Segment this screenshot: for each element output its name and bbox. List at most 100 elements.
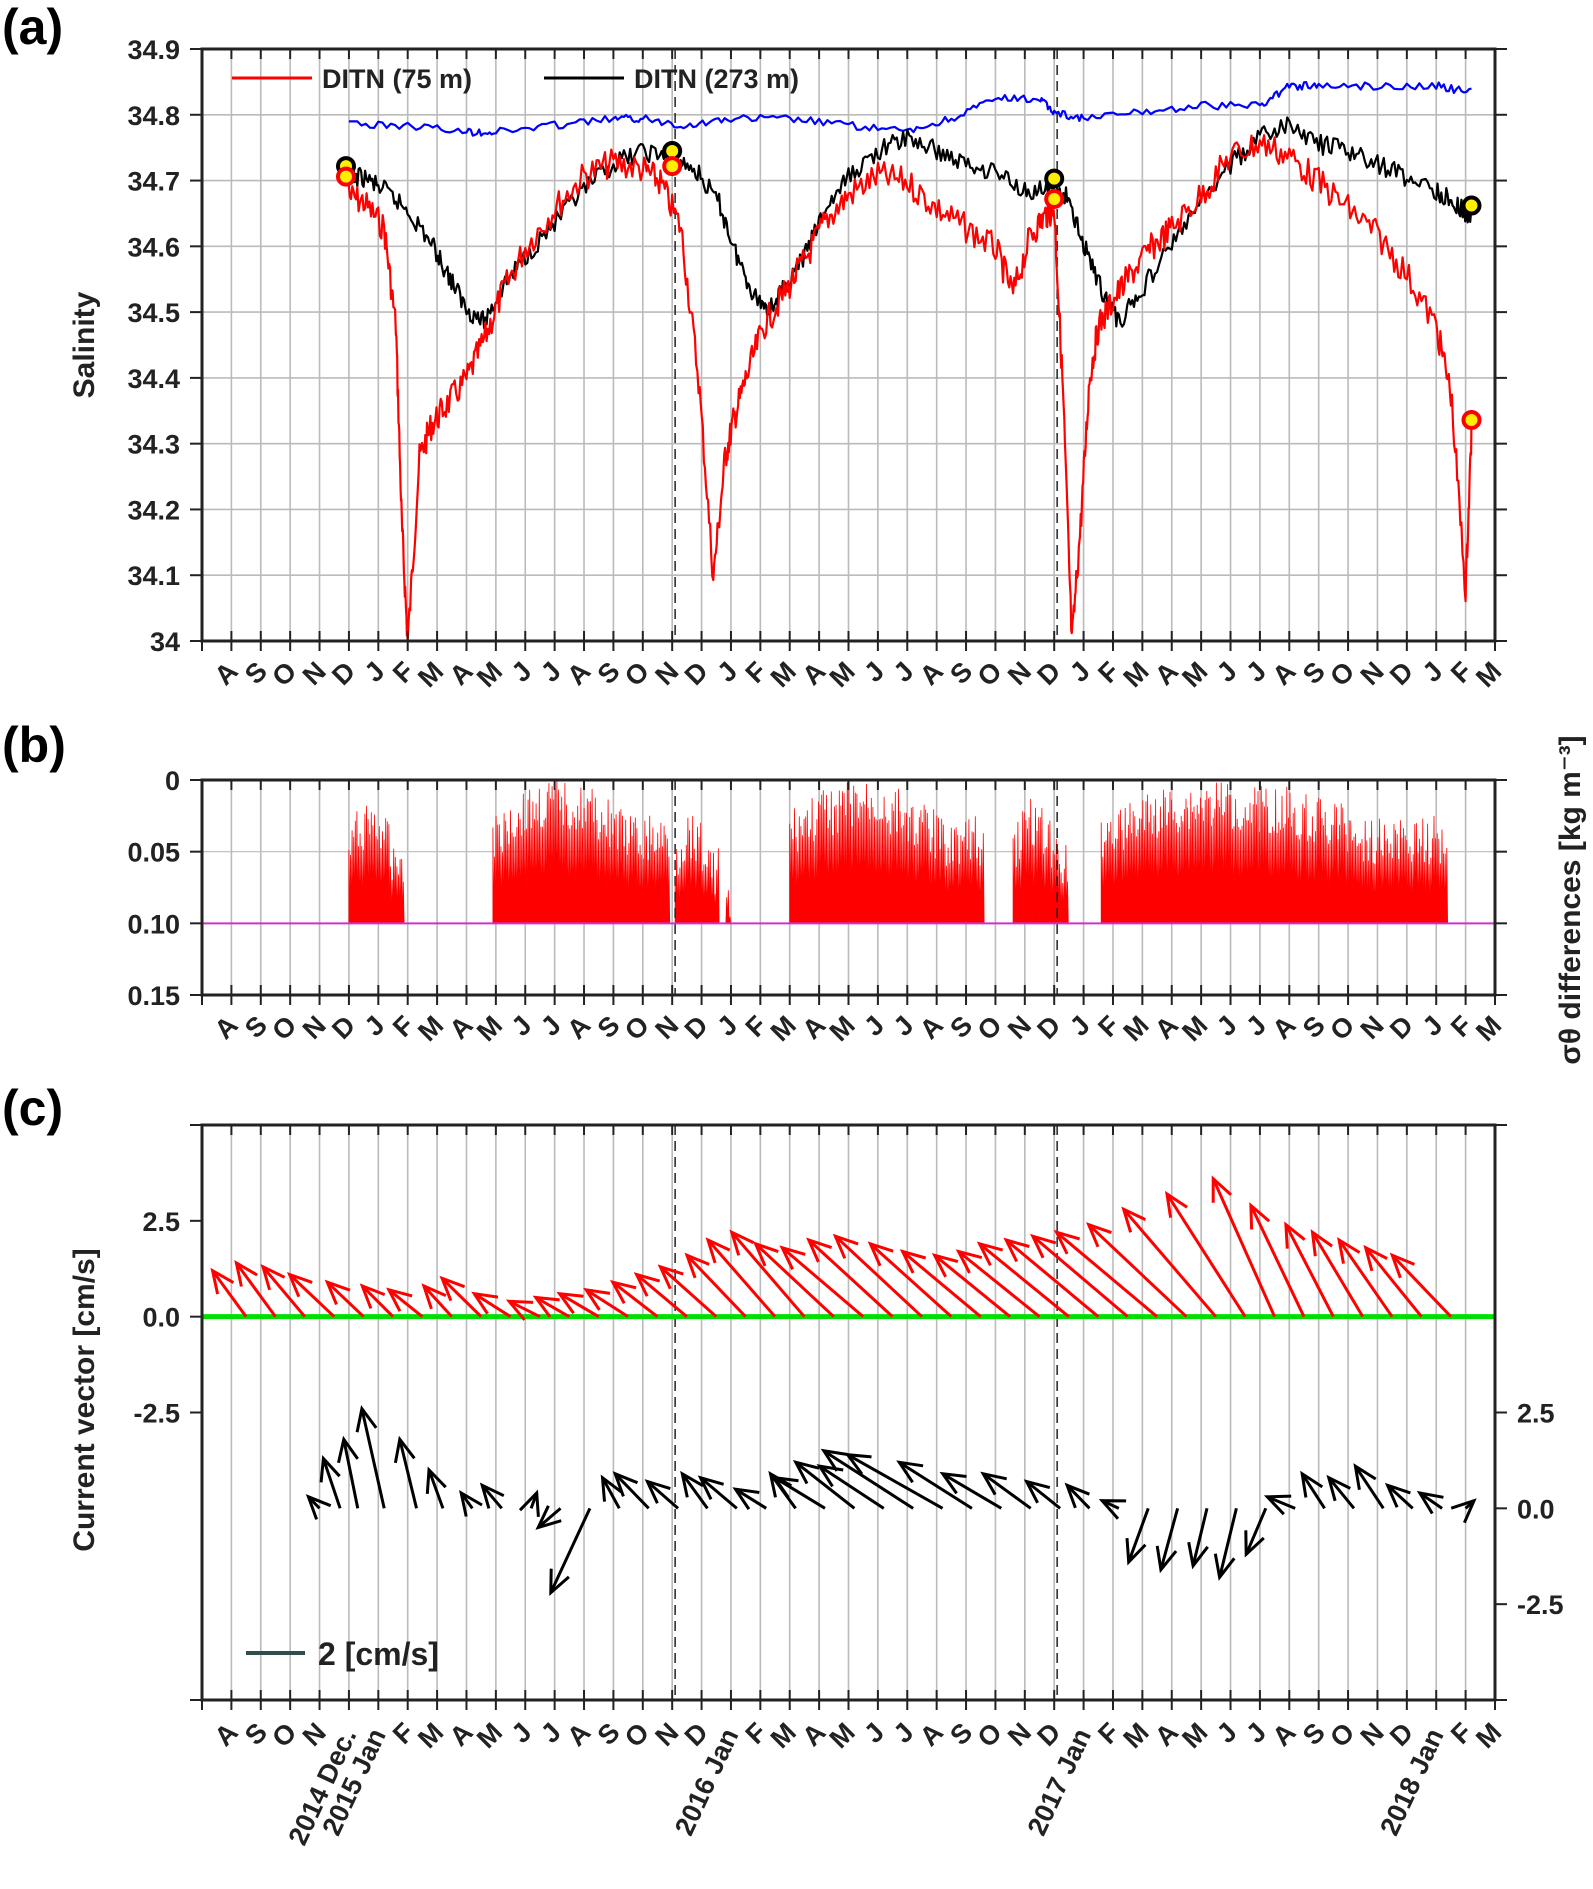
current-vector-head (684, 1252, 710, 1279)
current-vector-head (705, 1237, 731, 1264)
x-tick-label: D (1031, 1010, 1066, 1045)
panel-a-legend: DITN (75 m) DITN (273 m) (232, 64, 799, 94)
current-vector-shaft (387, 1288, 424, 1318)
x-month-label: O (1324, 1717, 1360, 1753)
x-tick-label: O (619, 1010, 655, 1046)
series-line (348, 81, 1472, 137)
panel-a-label: (a) (2, 0, 63, 55)
current-vector-head (1389, 1252, 1416, 1279)
current-vector-head (386, 1287, 413, 1312)
x-tick-label: M (1470, 656, 1507, 693)
current-vector-shaft (611, 1280, 659, 1318)
x-month-label: N (649, 1717, 684, 1752)
x-tick-label: M (1176, 656, 1213, 693)
current-vector-shaft (1165, 1193, 1247, 1318)
density-burst (789, 782, 985, 924)
current-vector-head (532, 1295, 560, 1318)
x-tick-label: D (1031, 656, 1066, 691)
y-tick-label: 34 (150, 627, 180, 657)
current-vector-shaft (730, 1231, 806, 1318)
x-tick-label: N (297, 1010, 332, 1045)
right-y-tick-label: -2.5 (1517, 1590, 1564, 1620)
current-vector-shaft (1127, 1507, 1150, 1563)
current-vector-shaft (869, 1242, 953, 1318)
current-vector-head (1155, 1545, 1178, 1574)
current-vector-shaft (699, 1476, 738, 1510)
y-tick-label: 34.9 (127, 35, 180, 65)
current-vector-head (939, 1471, 967, 1495)
current-vector-shaft (1055, 1231, 1159, 1318)
legend-label-273m: DITN (273 m) (634, 64, 799, 94)
current-vector-head (1300, 1470, 1324, 1498)
current-vector-head (305, 1494, 332, 1520)
current-vector-shaft (1391, 1254, 1453, 1318)
x-tick-label: N (649, 656, 684, 691)
current-vector-head (1363, 1244, 1388, 1272)
current-vector-shaft (1031, 1235, 1129, 1318)
x-tick-label: D (1384, 1010, 1419, 1045)
x-tick-label: J (1064, 1010, 1096, 1042)
current-vector-head (1064, 1482, 1090, 1509)
current-vector-shaft (398, 1438, 418, 1509)
current-vector-shaft (773, 1476, 826, 1510)
x-tick-label: N (1002, 1010, 1037, 1045)
current-vector-head (1310, 1229, 1333, 1257)
panel-b-density-fills (348, 780, 1448, 924)
x-tick-label: J (858, 656, 890, 688)
x-tick-label: D (679, 1010, 714, 1045)
x-tick-label: A (561, 1010, 596, 1045)
current-vector-shaft (846, 1453, 944, 1510)
x-tick-label: J (1417, 656, 1449, 688)
current-vector-shaft (537, 1507, 562, 1529)
current-vector-shaft (549, 1507, 592, 1594)
current-vector-head (806, 1237, 833, 1263)
x-tick-label: J (359, 1010, 391, 1042)
current-vector-head (210, 1267, 235, 1295)
current-vector-shaft (1386, 1484, 1414, 1510)
current-vector-head (1244, 1530, 1265, 1558)
current-vector-head (1416, 1490, 1444, 1515)
panel-c-scale-key: 2 [cm/s] (246, 1636, 439, 1672)
x-tick-label: D (326, 656, 361, 691)
current-vector-head (976, 1241, 1004, 1266)
current-vector-shaft (834, 1235, 923, 1318)
current-vector-head (439, 1275, 466, 1302)
current-vector-head (1187, 1541, 1209, 1570)
x-tick-label: J (359, 656, 391, 688)
left-y-tick-label: -2.5 (133, 1399, 180, 1429)
x-tick-label: M (1470, 1010, 1507, 1047)
current-vector-head (471, 1291, 499, 1315)
current-vector-head (896, 1460, 924, 1484)
legend-label-75m: DITN (75 m) (322, 64, 472, 94)
current-vector-head (1284, 1221, 1306, 1249)
x-tick-label: M (765, 656, 802, 693)
current-vector-head (549, 1568, 570, 1597)
current-vector-shaft (646, 1480, 680, 1510)
current-vector-shaft (614, 1472, 650, 1510)
sample-marker (662, 156, 683, 177)
current-vector-shaft (754, 1242, 835, 1318)
current-vector-shaft (957, 1250, 1041, 1318)
current-vector-shaft (288, 1273, 336, 1318)
current-vector-head (1326, 1474, 1351, 1502)
density-burst (674, 815, 720, 924)
right-y-tick-label: 2.5 (1517, 1399, 1555, 1429)
series-line (346, 116, 1473, 330)
panel-c-reference-lines (674, 1125, 1058, 1700)
current-vector-shaft (361, 1284, 395, 1318)
x-month-label: O (619, 1717, 655, 1753)
scale-label: 2 [cm/s] (318, 1636, 439, 1672)
current-vector-shaft (585, 1288, 629, 1318)
x-tick-label: O (266, 1010, 302, 1046)
panel-b-ticks (190, 779, 1507, 1005)
sample-marker (1461, 195, 1482, 216)
current-vector-head (1098, 1499, 1127, 1520)
x-tick-label: N (649, 1010, 684, 1045)
current-vector-shaft (1211, 1178, 1276, 1318)
x-tick-label: M (824, 1010, 861, 1047)
current-vector-head (832, 1233, 859, 1259)
current-vector-head (792, 1460, 820, 1485)
x-month-label: A (561, 1717, 596, 1752)
x-tick-label: O (1324, 656, 1360, 692)
panel-a-salinity-chart: (a) 3434.134.234.334.434.534.634.734.834… (2, 0, 1507, 693)
